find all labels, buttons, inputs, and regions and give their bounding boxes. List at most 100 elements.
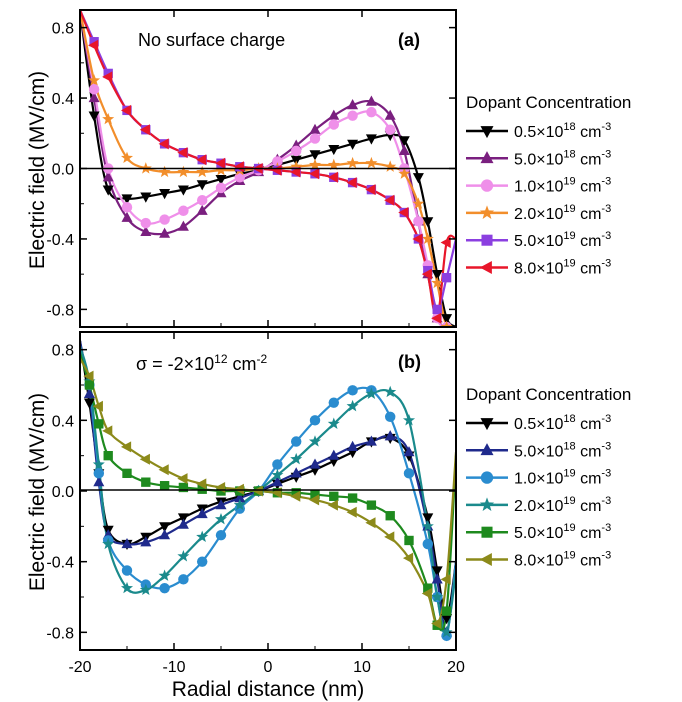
panel-b-series-2-point <box>441 630 452 642</box>
panel-b-legend-label-base: 0.5×10 <box>514 416 563 433</box>
panel-a-legend-label-unit-exp: -3 <box>601 230 611 242</box>
panel-a-legend-label-4: 5.0×1019 cm-3 <box>514 230 611 250</box>
panel-a-y-tick-label: -0.8 <box>46 302 74 319</box>
panel-a-series-3-point <box>88 74 101 86</box>
panel-b-x-tick-label: 0 <box>264 659 273 676</box>
panel-b-legend-label-unit-exp: -3 <box>601 468 611 480</box>
panel-a-legend-label-unit: cm <box>576 179 602 196</box>
panel-a-series-3-point <box>196 165 209 178</box>
panel-b-series-2-point <box>234 503 246 514</box>
panel-a-series-1-point <box>121 211 133 222</box>
panel-b-legend-label-unit: cm <box>576 553 602 570</box>
panel-b-y-tick-label: 0.0 <box>52 484 74 501</box>
panel-b-legend-label-unit-exp: -3 <box>601 413 611 425</box>
panel-b-y-tick-label: 0.4 <box>52 413 74 430</box>
panel-b-legend-marker-3 <box>479 497 495 511</box>
panel-b-series-5-point <box>290 490 301 502</box>
panel-b-series-5-point <box>177 473 188 485</box>
panel-a-series-5-point <box>412 233 423 245</box>
panel-a-series-3-point <box>120 151 134 164</box>
panel-b-series-2-point <box>93 468 105 479</box>
panel-b-series-5-point <box>346 506 357 518</box>
panel-b-series-3-point <box>421 520 434 532</box>
panel-b-series-4-point <box>366 500 377 510</box>
panel-b-legend-marker-2 <box>480 471 494 484</box>
panel-a-series-1-point <box>196 204 208 215</box>
panel-b-series-4-point <box>178 482 189 493</box>
panel-a-legend-label-exp: 19 <box>563 230 575 242</box>
panel-b-legend-label-unit: cm <box>576 443 602 460</box>
panel-a-series-3-point <box>440 320 453 327</box>
panel-a-legend-title: Dopant Concentration <box>466 93 631 112</box>
panel-a-series-3-point <box>308 158 322 171</box>
panel-b-legend: Dopant Concentration 0.5×1018 cm-35.0×10… <box>466 385 631 570</box>
panel-b-series-0-point <box>441 614 453 625</box>
panel-b-series-2-point <box>347 385 358 396</box>
panel-a-legend-label-unit: cm <box>576 233 602 250</box>
panel-b-series-2-point <box>121 565 133 576</box>
panel-b-legend-label-unit-exp: -3 <box>601 495 611 507</box>
panel-a-series-5-point <box>346 177 357 189</box>
panel-b-legend-label-base: 5.0×10 <box>514 525 563 542</box>
panel-a-series-5-point <box>158 138 169 150</box>
panel-b-series-0-point <box>177 513 189 524</box>
panel-b-legend-label-1: 5.0×1018 cm-3 <box>514 440 611 460</box>
panel-a-series-4-point <box>432 304 442 315</box>
panel-b-series-5-point <box>102 425 113 437</box>
panel-b-legend-label-5: 8.0×1019 cm-3 <box>514 550 611 570</box>
panel-b-legend-label-exp: 19 <box>563 468 575 480</box>
panel-b-series-1-point <box>121 537 133 549</box>
panel-a-annotation: No surface charge <box>138 30 285 50</box>
panel-b-series-3-point <box>102 537 115 550</box>
panel-a-legend-label-0: 0.5×1018 cm-3 <box>514 121 611 141</box>
panel-a-series-5-point <box>214 157 226 169</box>
panel-a-series-0-point <box>159 189 171 200</box>
panel-a-series-1-point <box>328 109 340 120</box>
panel-a-series-5-point <box>308 168 320 180</box>
panel-b-series-2-point <box>328 397 340 408</box>
panel-a-series-3-point <box>431 276 444 289</box>
panel-b-series-3-point <box>139 583 152 596</box>
panel-a-series-3-point <box>290 160 303 172</box>
panel-b-annotation-unit-exp: -2 <box>257 352 268 366</box>
panel-a-series-5-point <box>196 154 207 166</box>
panel-b-series-line-2 <box>80 345 456 638</box>
panel-b-series-4-point <box>197 484 207 494</box>
panel-b-legend-label-4: 5.0×1019 cm-3 <box>514 522 611 542</box>
panel-b-series-1-point <box>365 435 377 446</box>
panel-b-series-4-point <box>122 468 132 479</box>
panel-b-series-5-point <box>196 478 207 490</box>
panel-b-series-5-point <box>139 453 150 465</box>
panel-a-legend-label-base: 0.5×10 <box>514 124 563 141</box>
panel-a-series-3-point <box>412 197 425 209</box>
panel-b-series-3-point <box>431 590 444 603</box>
panel-b-x-tick-label: 10 <box>353 659 371 676</box>
panel-a-series-1-point <box>347 99 359 110</box>
panel-b-series-4-point <box>84 380 95 390</box>
panel-b-series-5-point <box>431 618 442 629</box>
panel-b-series-0-point <box>83 398 95 409</box>
panel-a-series-5-point <box>421 268 432 280</box>
panel-a-legend-marker-1 <box>480 151 494 164</box>
panel-b-series-2-point <box>178 574 189 585</box>
panel-a-series-1-point <box>102 171 114 182</box>
panel-a-x-ticks <box>79 10 457 327</box>
panel-b-series-4-point <box>94 419 104 429</box>
panel-b-series-5-point <box>327 499 338 511</box>
panel-a-series-2-point <box>196 194 208 206</box>
panel-a-legend-label-base: 2.0×10 <box>514 206 563 223</box>
panel-a-legend-label-exp: 18 <box>563 148 575 160</box>
panel-a-series-3-point <box>214 163 228 176</box>
panel-b-legend-label-exp: 19 <box>563 495 575 507</box>
panel-a-series-2-point <box>413 216 424 227</box>
panel-a-series-2-point <box>215 182 227 194</box>
panel-b-legend-label-base: 8.0×10 <box>514 553 563 570</box>
panel-a-series-3-point <box>398 167 411 179</box>
panel-b-legend-label-exp: 18 <box>563 440 575 452</box>
panel-a-y-tick-label: 0.0 <box>52 162 74 179</box>
panel-a-series-5-point <box>290 166 301 178</box>
panel-a-series-2-point <box>88 84 100 95</box>
panel-a-series-2-point <box>159 214 170 225</box>
panel-a-legend: Dopant Concentration 0.5×1018 cm-35.0×10… <box>466 93 631 278</box>
